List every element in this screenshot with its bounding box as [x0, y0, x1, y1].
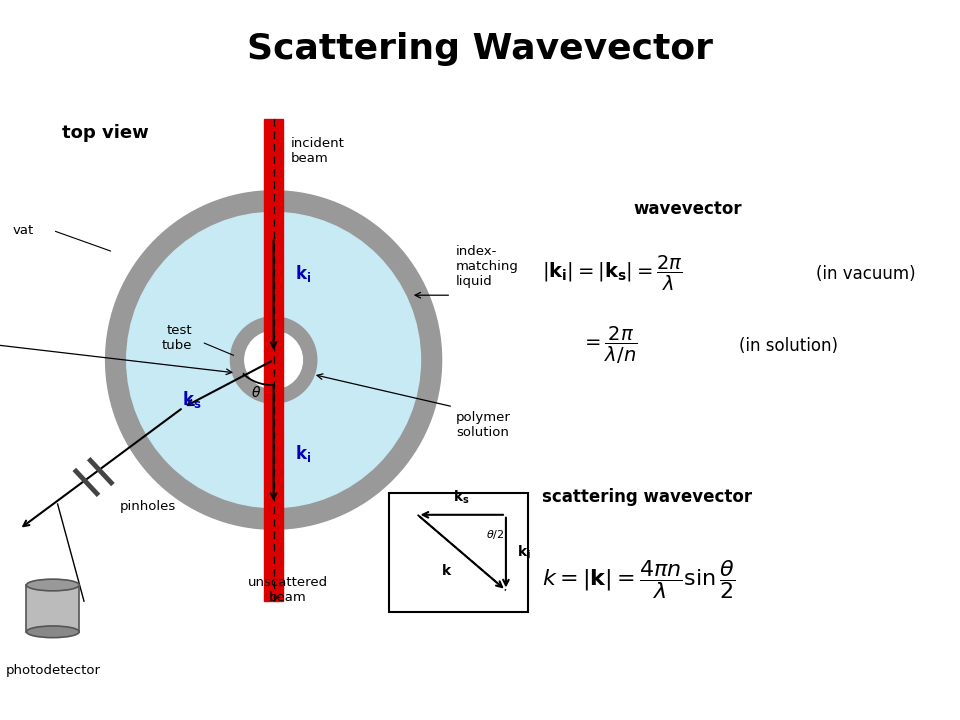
Text: $|\mathbf{k_i}| = |\mathbf{k_s}| = \dfrac{2\pi}{\lambda}$: $|\mathbf{k_i}| = |\mathbf{k_s}| = \dfra… [542, 254, 684, 293]
Text: photodetector: photodetector [6, 664, 100, 678]
Text: $k = |\mathbf{k}| = \dfrac{4\pi n}{\lambda} \sin\dfrac{\theta}{2}$: $k = |\mathbf{k}| = \dfrac{4\pi n}{\lamb… [542, 558, 735, 601]
Ellipse shape [26, 579, 79, 591]
Text: wavevector: wavevector [634, 199, 742, 217]
FancyBboxPatch shape [389, 493, 528, 612]
Text: $\mathbf{k_i}$: $\mathbf{k_i}$ [295, 263, 311, 284]
Text: vat: vat [12, 224, 34, 237]
Ellipse shape [245, 331, 302, 389]
Bar [264, 119, 283, 601]
Text: test
tube: test tube [161, 325, 192, 352]
Text: $\mathbf{k_s}$: $\mathbf{k_s}$ [453, 489, 470, 506]
Text: incident
beam: incident beam [291, 138, 345, 165]
Text: $\theta/2$: $\theta/2$ [486, 528, 504, 541]
Ellipse shape [127, 212, 420, 508]
Text: unscattered
beam: unscattered beam [248, 576, 328, 604]
Ellipse shape [106, 191, 442, 529]
Text: polymer
solution: polymer solution [456, 411, 511, 438]
Text: (in solution): (in solution) [739, 336, 838, 354]
Text: (in vacuum): (in vacuum) [816, 265, 916, 282]
Ellipse shape [230, 317, 317, 403]
Ellipse shape [26, 626, 79, 638]
Text: $\mathbf{k_i}$: $\mathbf{k_i}$ [517, 544, 532, 562]
Text: $\mathbf{k_s}$: $\mathbf{k_s}$ [182, 389, 202, 410]
Text: top view: top view [62, 124, 149, 143]
Text: $\theta$: $\theta$ [252, 385, 261, 400]
Text: scattering wavevector: scattering wavevector [542, 488, 753, 505]
Text: $\mathbf{k}$: $\mathbf{k}$ [441, 563, 452, 578]
Text: index-
matching
liquid: index- matching liquid [456, 245, 518, 288]
Text: $\mathbf{k_i}$: $\mathbf{k_i}$ [295, 443, 311, 464]
Text: $= \dfrac{2\pi}{\lambda / n}$: $= \dfrac{2\pi}{\lambda / n}$ [581, 325, 637, 366]
Text: pinholes: pinholes [120, 500, 177, 513]
Bar [26, 585, 79, 632]
Text: Scattering Wavevector: Scattering Wavevector [247, 32, 713, 66]
